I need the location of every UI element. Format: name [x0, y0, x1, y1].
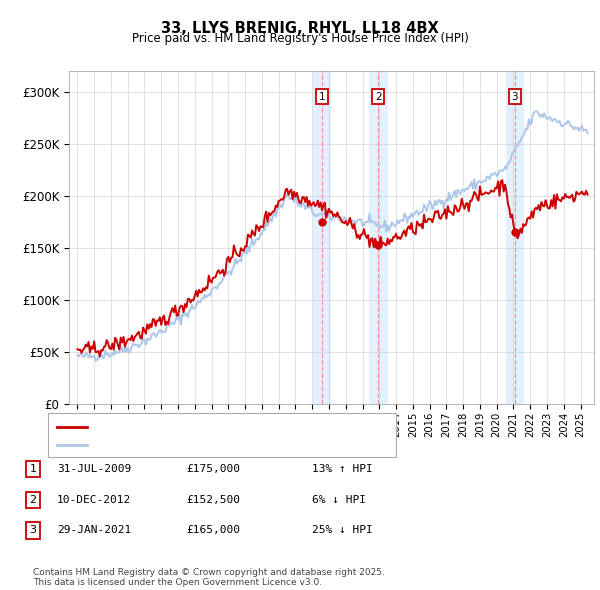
Bar — [313, 71, 331, 404]
Bar — [369, 71, 388, 404]
Text: 33, LLYS BRENIG, RHYL, LL18 4BX: 33, LLYS BRENIG, RHYL, LL18 4BX — [161, 21, 439, 35]
Text: 3: 3 — [512, 92, 518, 102]
Text: 2: 2 — [375, 92, 382, 102]
Text: Price paid vs. HM Land Registry's House Price Index (HPI): Price paid vs. HM Land Registry's House … — [131, 32, 469, 45]
Text: £165,000: £165,000 — [186, 526, 240, 535]
Text: 1: 1 — [29, 464, 37, 474]
Text: £175,000: £175,000 — [186, 464, 240, 474]
Text: 31-JUL-2009: 31-JUL-2009 — [57, 464, 131, 474]
Text: 3: 3 — [29, 526, 37, 535]
Text: 13% ↑ HPI: 13% ↑ HPI — [312, 464, 373, 474]
Text: 25% ↓ HPI: 25% ↓ HPI — [312, 526, 373, 535]
Bar — [506, 71, 524, 404]
Text: 10-DEC-2012: 10-DEC-2012 — [57, 495, 131, 504]
Text: 29-JAN-2021: 29-JAN-2021 — [57, 526, 131, 535]
Text: 6% ↓ HPI: 6% ↓ HPI — [312, 495, 366, 504]
Text: HPI: Average price, detached house, Denbighshire: HPI: Average price, detached house, Denb… — [93, 440, 368, 450]
Text: 33, LLYS BRENIG, RHYL, LL18 4BX (detached house): 33, LLYS BRENIG, RHYL, LL18 4BX (detache… — [93, 422, 377, 432]
Text: £152,500: £152,500 — [186, 495, 240, 504]
Text: 2: 2 — [29, 495, 37, 504]
Text: Contains HM Land Registry data © Crown copyright and database right 2025.
This d: Contains HM Land Registry data © Crown c… — [33, 568, 385, 587]
Text: 1: 1 — [319, 92, 325, 102]
